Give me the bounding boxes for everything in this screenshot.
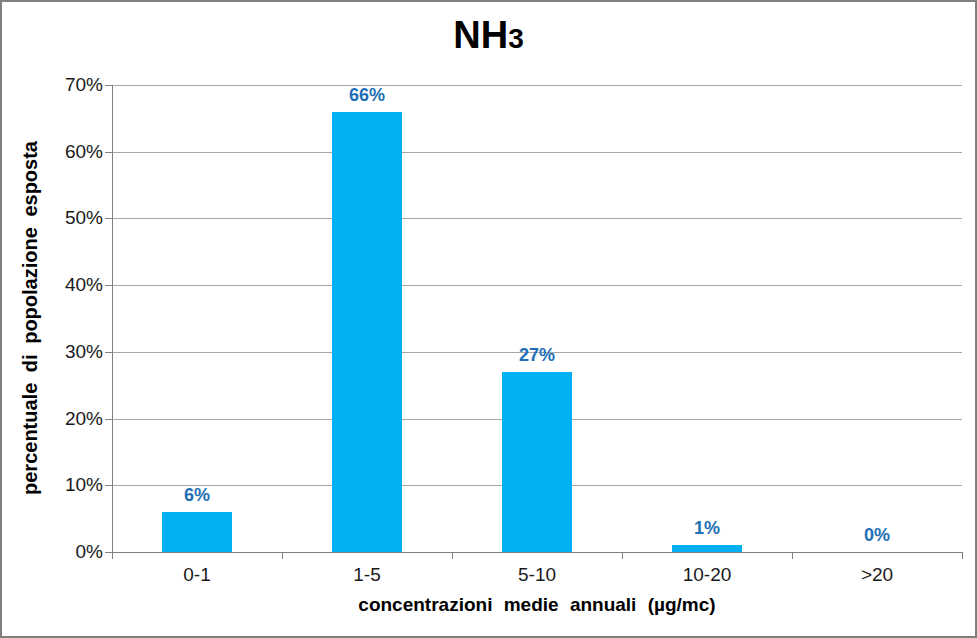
x-category-label: 10-20 <box>642 564 772 586</box>
y-tick-label: 30% <box>33 341 103 363</box>
y-tick-label: 50% <box>33 207 103 229</box>
gridline <box>112 218 962 219</box>
y-tick-mark <box>105 352 112 353</box>
bar <box>502 372 572 552</box>
y-tick-mark <box>105 419 112 420</box>
x-category-label: >20 <box>812 564 942 586</box>
bar <box>162 512 232 552</box>
y-axis-line <box>112 85 113 559</box>
x-tick-mark <box>962 552 963 559</box>
x-tick-mark <box>452 552 453 559</box>
y-tick-label: 0% <box>33 541 103 563</box>
chart-title: NH3 <box>2 14 975 57</box>
y-tick-mark <box>105 85 112 86</box>
gridline <box>112 85 962 86</box>
y-tick-label: 70% <box>33 74 103 96</box>
y-tick-label: 20% <box>33 408 103 430</box>
y-tick-mark <box>105 218 112 219</box>
bar-value-label: 66% <box>325 85 409 106</box>
x-category-label: 0-1 <box>132 564 262 586</box>
x-category-label: 1-5 <box>302 564 432 586</box>
y-tick-label: 10% <box>33 474 103 496</box>
y-tick-mark <box>105 552 112 553</box>
bar-value-label: 1% <box>665 518 749 539</box>
x-tick-mark <box>282 552 283 559</box>
bar-value-label: 6% <box>155 485 239 506</box>
x-axis-line <box>112 552 962 553</box>
chart-title-text: NH <box>453 14 508 56</box>
y-tick-label: 40% <box>33 274 103 296</box>
plot-area: 0%10%20%30%40%50%60%70%6%0-166%1-527%5-1… <box>112 85 962 552</box>
chart-frame: NH3 percentuale di popolazione esposta c… <box>0 0 977 638</box>
y-axis-title: percentuale di popolazione esposta <box>19 141 42 495</box>
bar-value-label: 27% <box>495 345 579 366</box>
bar <box>332 112 402 552</box>
x-axis-title: concentrazioni medie annuali (µg/mc) <box>112 594 962 616</box>
y-tick-mark <box>105 485 112 486</box>
bar <box>672 545 742 552</box>
x-category-label: 5-10 <box>472 564 602 586</box>
chart-title-subscript: 3 <box>508 23 524 54</box>
x-tick-mark <box>792 552 793 559</box>
y-tick-mark <box>105 152 112 153</box>
gridline <box>112 285 962 286</box>
bar-value-label: 0% <box>835 525 919 546</box>
y-tick-mark <box>105 285 112 286</box>
gridline <box>112 152 962 153</box>
x-tick-mark <box>622 552 623 559</box>
y-tick-label: 60% <box>33 141 103 163</box>
